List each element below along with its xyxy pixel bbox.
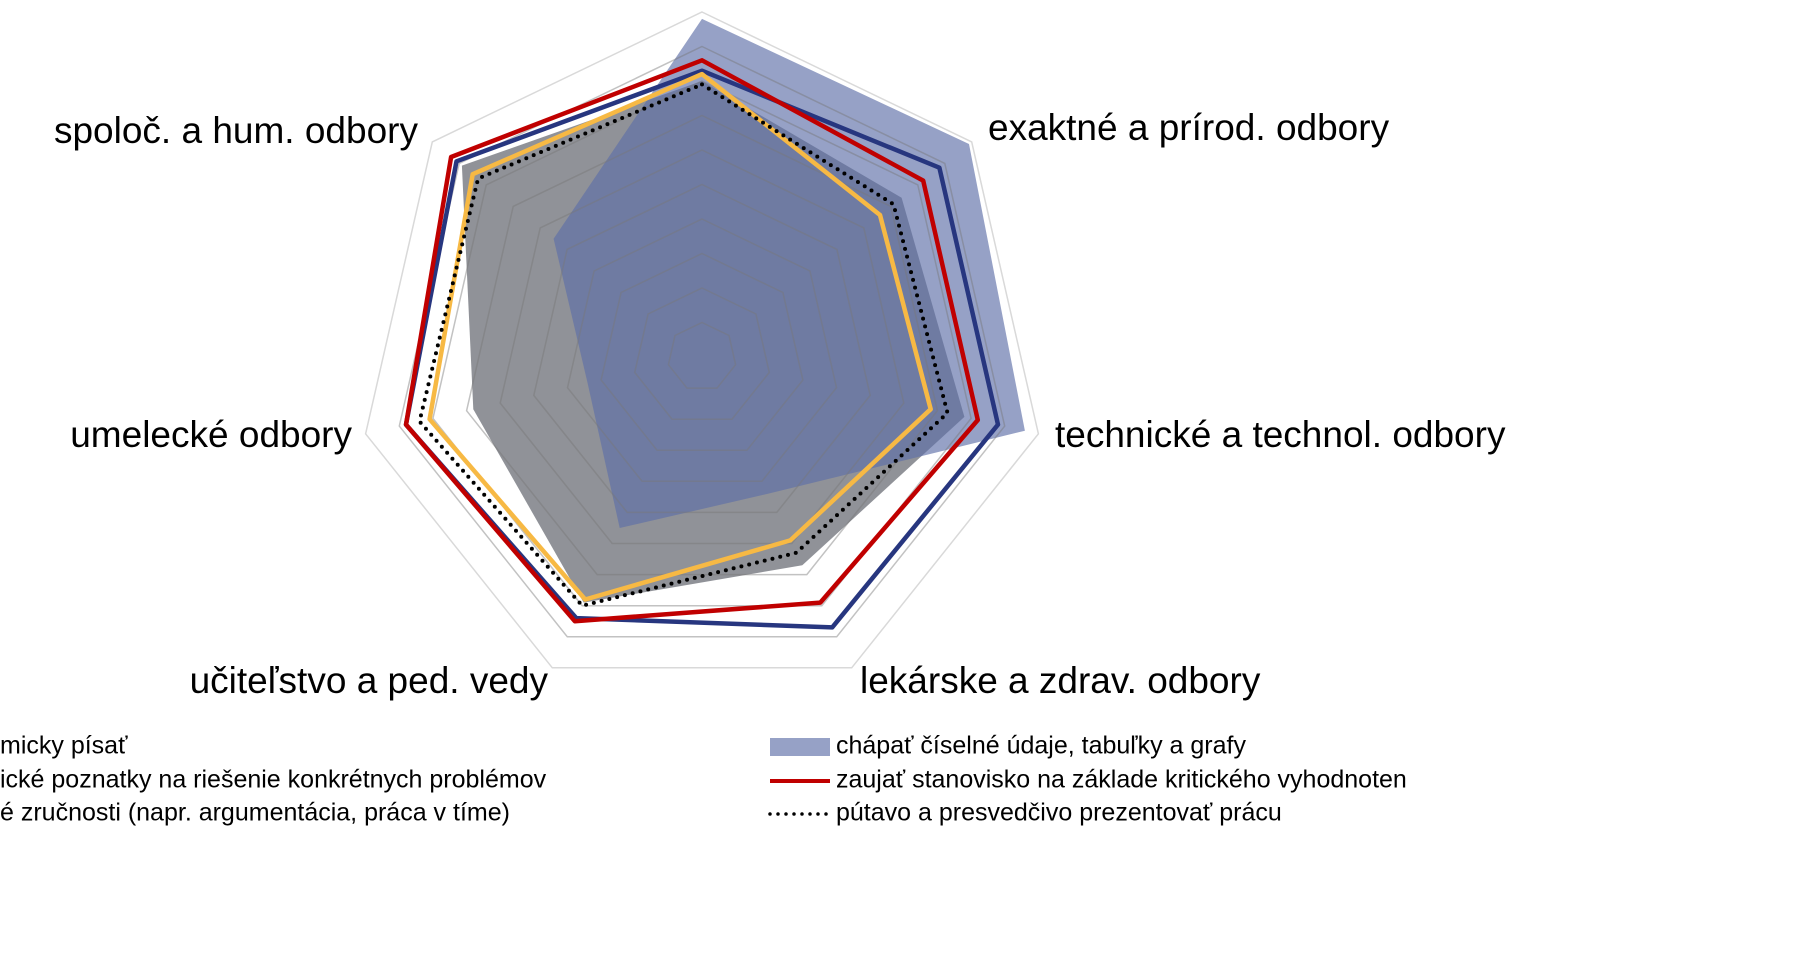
radar-line [427,71,933,602]
grid-line [667,321,737,389]
legend-label: é zručnosti (napr. argumentácia, práca v… [0,799,510,827]
legend-label: ické poznatky na riešenie konkrétnych pr… [0,766,547,794]
grid-line [499,149,905,545]
legend-key [770,738,830,756]
grid-line [566,218,838,483]
grid-line [532,183,872,514]
radar-line [403,58,981,624]
category-label: exaktné a prírod. odbory [988,107,1390,148]
category-label: umelecké odbory [70,414,352,455]
grid-line [364,11,1040,669]
category-label: spoloč. a hum. odbory [54,110,419,151]
category-label: učiteľstvo a ped. vedy [190,660,549,701]
legend-label: zaujať stanovisko na základe kritického … [836,766,1407,794]
legend-label: pútavo a presvedčivo prezentovať prácu [836,799,1282,827]
grid-line [633,287,771,420]
legend-label: chápať číselné údaje, tabuľky a grafy [836,732,1246,760]
grid-line [432,80,972,607]
radar-line [403,68,1001,630]
category-label: technické a technol. odbory [1055,414,1506,455]
category-label: lekárske a zdrav. odbory [860,660,1261,701]
legend-label: micky písať [0,732,128,760]
radar-area [553,18,1025,529]
grid-line [600,252,804,452]
